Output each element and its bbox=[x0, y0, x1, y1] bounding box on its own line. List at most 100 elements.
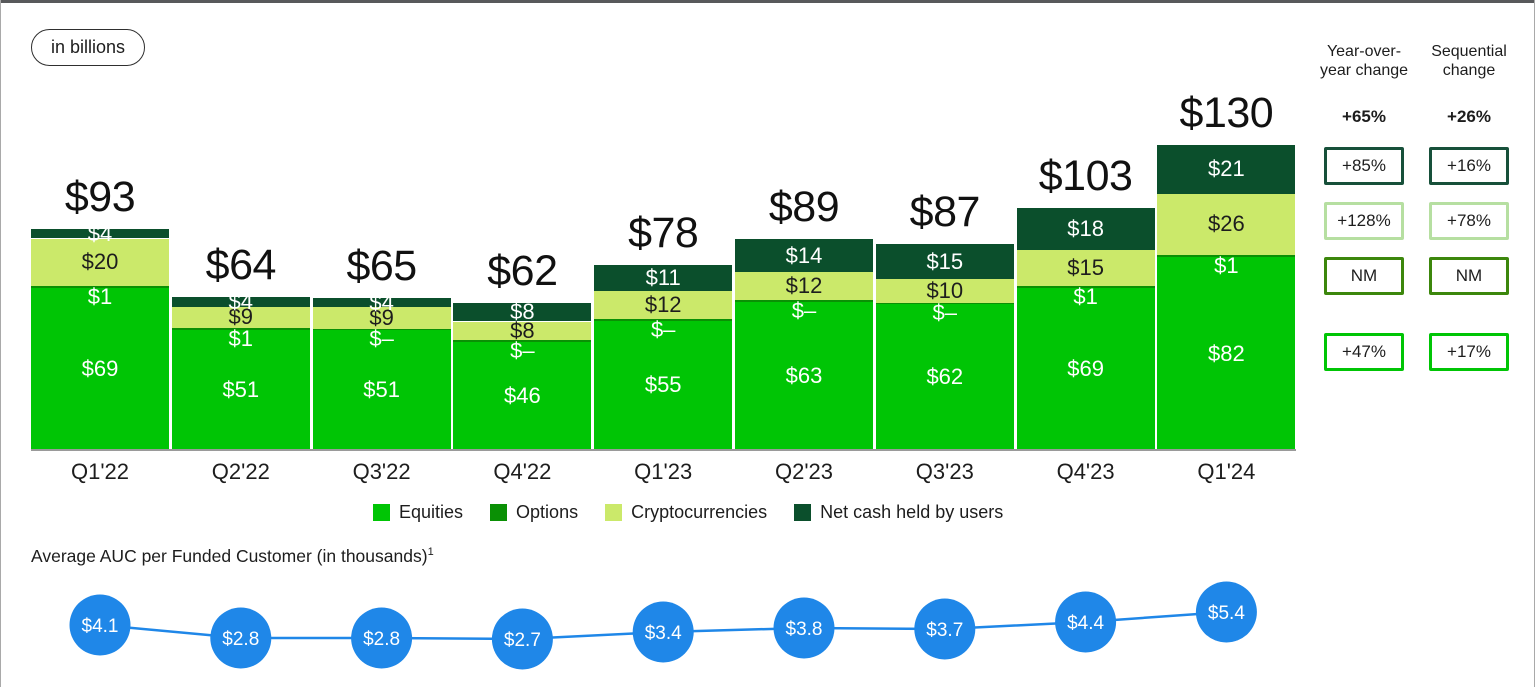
segment-label-crypto: $8 bbox=[510, 317, 535, 343]
segment-label-net-cash: $11 bbox=[645, 265, 681, 291]
x-axis-label: Q4'23 bbox=[1056, 459, 1115, 484]
sequential-change-header: Sequential change bbox=[1431, 43, 1507, 79]
change-box-net_cash: +85% bbox=[1324, 147, 1404, 185]
line-series-path bbox=[99, 610, 1227, 641]
segment-label-options: $– bbox=[369, 326, 394, 352]
bar-segment-crypto bbox=[453, 321, 592, 341]
segment-label-options: $1 bbox=[228, 326, 254, 352]
x-axis-label: Q2'22 bbox=[211, 459, 270, 484]
change-box-equities: +17% bbox=[1429, 333, 1509, 371]
bar-segment-crypto bbox=[1016, 250, 1155, 286]
segment-label-crypto: $20 bbox=[81, 249, 119, 274]
line-chart-title: Average AUC per Funded Customer (in thou… bbox=[31, 546, 434, 566]
segment-label-crypto: $15 bbox=[1067, 254, 1104, 280]
bar-segment-equities bbox=[453, 341, 592, 450]
bar-segment-net_cash bbox=[735, 239, 873, 273]
change-box-crypto: +128% bbox=[1324, 202, 1404, 240]
bar-total-label: $78 bbox=[628, 209, 699, 258]
bar-segment-options bbox=[594, 319, 733, 321]
line-point-label: $2.7 bbox=[504, 630, 541, 651]
bar-segment-crypto bbox=[171, 306, 310, 328]
bar-segment-net_cash bbox=[594, 265, 733, 291]
segment-label-net-cash: $8 bbox=[510, 299, 535, 325]
segment-label-crypto: $9 bbox=[369, 304, 394, 330]
change-box-equities: +47% bbox=[1324, 333, 1404, 371]
segment-label-options: $1 bbox=[1214, 253, 1239, 279]
line-data-point bbox=[914, 598, 976, 660]
bar-segment-net_cash bbox=[453, 302, 592, 322]
legend-swatch-equities bbox=[373, 504, 390, 521]
chart-legend: Equities Options Cryptocurrencies Net cash … bbox=[373, 502, 1003, 523]
legend-swatch-options bbox=[490, 504, 508, 521]
segment-label-equities: $62 bbox=[926, 364, 964, 390]
segment-label-net-cash: $15 bbox=[926, 248, 964, 274]
bar-segment-options bbox=[31, 285, 169, 288]
bar-segment-equities bbox=[31, 287, 169, 450]
change-box-options: NM bbox=[1429, 257, 1509, 295]
x-axis-label: Q2'23 bbox=[774, 459, 834, 484]
x-axis-label: Q1'22 bbox=[70, 459, 130, 484]
legend-label: Equities bbox=[399, 502, 464, 522]
legend-item-equities: Equities bbox=[373, 502, 463, 523]
line-point-label: $2.8 bbox=[363, 629, 400, 650]
segment-label-options: $1 bbox=[87, 283, 113, 309]
line-data-point bbox=[351, 607, 413, 669]
bar-segment-options bbox=[171, 327, 310, 331]
line-data-point bbox=[632, 601, 694, 663]
bar-total-label: $62 bbox=[487, 246, 558, 295]
segment-label-net-cash: $4 bbox=[228, 288, 254, 314]
segment-label-crypto: $12 bbox=[644, 292, 682, 318]
segment-label-options: $– bbox=[932, 300, 958, 326]
segment-label-net-cash: $4 bbox=[369, 289, 394, 315]
segment-label-crypto: $10 bbox=[926, 277, 964, 303]
line-point-label: $4.1 bbox=[82, 616, 119, 637]
segment-label-net-cash: $14 bbox=[785, 242, 823, 268]
bar-segment-equities bbox=[1016, 287, 1155, 450]
bar-segment-net_cash bbox=[1016, 207, 1155, 251]
bar-segment-net_cash bbox=[171, 297, 310, 307]
segment-label-options: $1 bbox=[1073, 283, 1098, 309]
change-box-options: NM bbox=[1324, 257, 1404, 295]
x-axis-label: Q3'22 bbox=[352, 459, 411, 484]
segment-label-net-cash: $4 bbox=[87, 220, 113, 246]
x-axis-line bbox=[31, 449, 1296, 451]
legend-swatch-net_cash bbox=[794, 504, 812, 521]
bar-segment-equities bbox=[735, 301, 873, 450]
segment-label-equities: $82 bbox=[1208, 340, 1245, 366]
line-data-point bbox=[1055, 591, 1117, 653]
bar-segment-net_cash bbox=[875, 243, 1014, 280]
bar-segment-equities bbox=[594, 320, 733, 450]
bar-segment-options bbox=[735, 300, 873, 302]
line-point-label: $4.4 bbox=[1067, 613, 1104, 634]
bar-segment-options bbox=[1157, 254, 1296, 258]
yoy-total-change: +65% bbox=[1342, 107, 1386, 126]
bar-segment-crypto bbox=[312, 307, 451, 329]
unit-badge: in billions bbox=[31, 29, 146, 66]
segment-label-options: $– bbox=[791, 297, 817, 323]
bar-total-label: $64 bbox=[205, 241, 277, 290]
segment-label-equities: $69 bbox=[1067, 355, 1104, 381]
segment-label-net-cash: $21 bbox=[1208, 156, 1245, 182]
change-box-net_cash: +16% bbox=[1429, 147, 1509, 185]
segment-label-net-cash: $18 bbox=[1067, 216, 1104, 242]
unit-badge-label: in billions bbox=[51, 37, 126, 57]
bar-segment-net_cash bbox=[1157, 144, 1296, 194]
bar-total-label: $103 bbox=[1038, 151, 1133, 200]
bar-segment-options bbox=[1016, 285, 1155, 288]
bar-segment-crypto bbox=[594, 290, 733, 320]
bar-segment-equities bbox=[1157, 257, 1296, 450]
bar-segment-net_cash bbox=[312, 298, 451, 308]
bar-total-label: $130 bbox=[1179, 88, 1274, 137]
bar-segment-crypto bbox=[735, 272, 873, 301]
bar-segment-crypto bbox=[1157, 193, 1296, 255]
x-axis-label: Q4'22 bbox=[493, 459, 552, 484]
legend-label: Net cash held by users bbox=[820, 502, 1004, 522]
line-point-label: $5.4 bbox=[1208, 603, 1245, 624]
bar-segment-crypto bbox=[31, 238, 169, 286]
bar-segment-options bbox=[875, 302, 1014, 305]
segment-label-equities: $46 bbox=[504, 382, 541, 408]
legend-item-options: Options bbox=[490, 502, 578, 523]
bar-segment-net_cash bbox=[31, 229, 169, 239]
line-data-point bbox=[210, 607, 272, 669]
segment-label-crypto: $9 bbox=[228, 304, 254, 330]
